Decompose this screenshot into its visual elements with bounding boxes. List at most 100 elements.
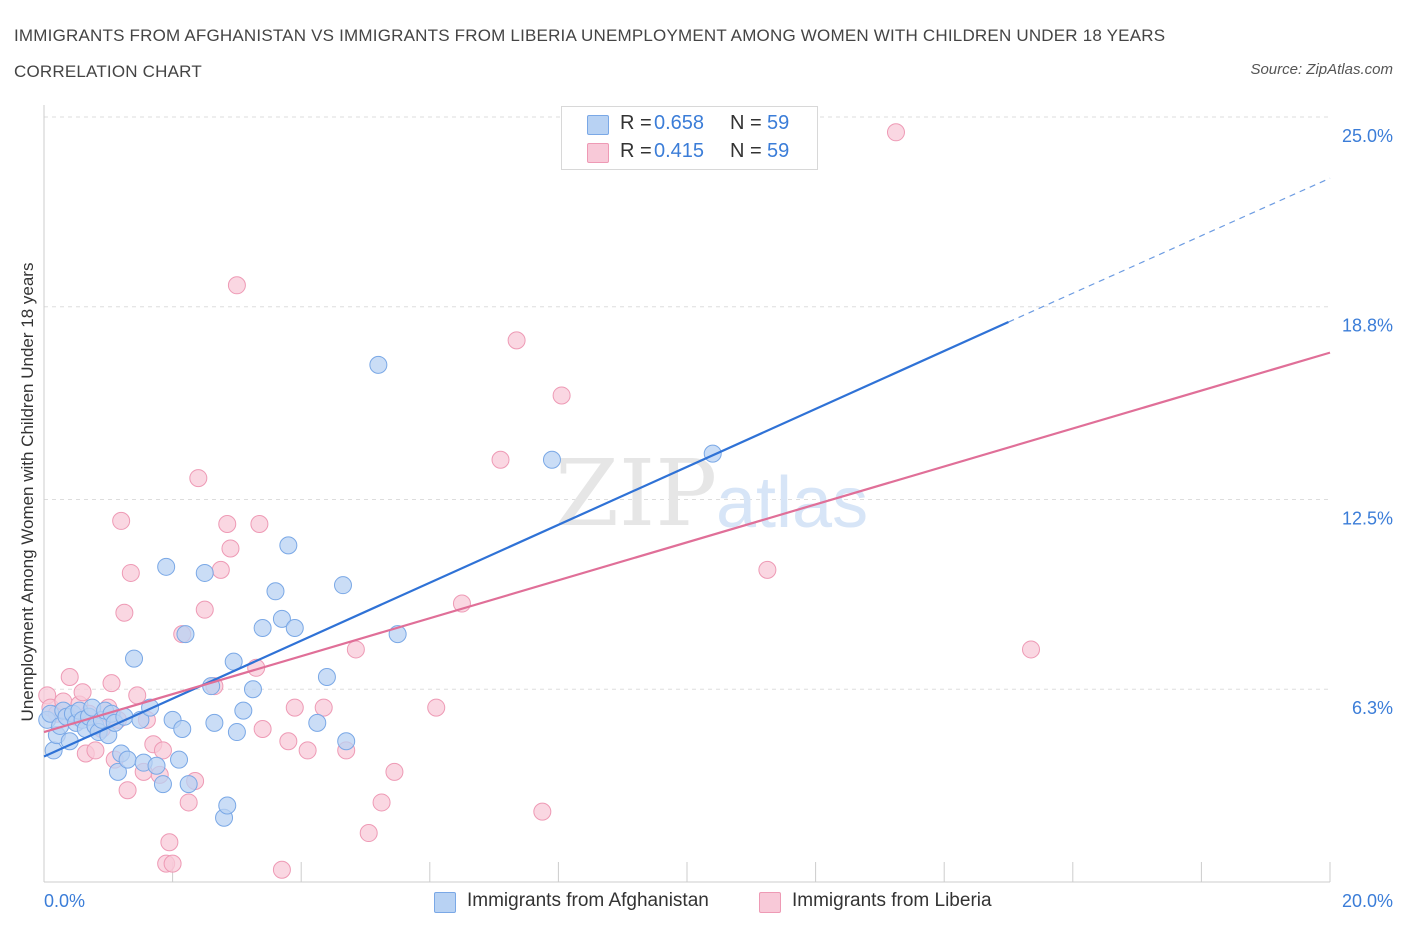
afghanistan-point (179, 775, 198, 794)
x-tick-label: 20.0% (1342, 891, 1393, 911)
axes (43, 105, 1331, 883)
liberia-point (121, 563, 140, 582)
stats-legend: R = 0.658 N = 59 R = 0.415 N = 59 (561, 106, 818, 170)
afghanistan-trend-extension (1008, 177, 1331, 323)
tick-labels: 6.3% 12.5% 18.8% 25.0% 0.0% 20.0% (44, 126, 1393, 911)
liberia-point (285, 698, 304, 717)
liberia-point (73, 683, 92, 702)
liberia-point (128, 686, 147, 705)
liberia-point (221, 539, 240, 558)
liberia-point (533, 802, 552, 821)
legend-swatch-afghanistan (434, 892, 456, 913)
afghanistan-point (170, 750, 189, 769)
liberia-point (758, 560, 777, 579)
afghanistan-point (308, 713, 327, 732)
chart-title: IMMIGRANTS FROM AFGHANISTAN VS IMMIGRANT… (14, 26, 1166, 81)
liberia-point (163, 854, 182, 873)
afghanistan-point (157, 557, 176, 576)
r-value: 0.415 (654, 140, 705, 162)
legend-swatch-afghanistan (587, 115, 609, 135)
afghanistan-point (205, 713, 224, 732)
legend-label-liberia: Immigrants from Liberia (792, 890, 992, 911)
liberia-point (112, 511, 131, 530)
afghanistan-point (218, 796, 237, 815)
afghanistan-point (147, 756, 166, 775)
r-value: 0.658 (654, 112, 705, 134)
x-tick-label: 0.0% (44, 891, 85, 911)
afghanistan-point (253, 619, 272, 638)
watermark-zip: ZIP (555, 440, 717, 547)
liberia-point (160, 833, 179, 852)
afghanistan-point (542, 450, 561, 469)
grid-lines (44, 116, 1330, 690)
series-legend: Immigrants from Afghanistan Immigrants f… (0, 888, 1406, 918)
afghanistan-point (234, 701, 253, 720)
legend-label-afghanistan: Immigrants from Afghanistan (467, 890, 709, 911)
liberia-point (189, 469, 208, 488)
liberia-point (102, 674, 121, 693)
afghanistan-point (118, 750, 137, 769)
liberia-point (298, 741, 317, 760)
liberia-point (272, 860, 291, 879)
afghanistan-point (227, 723, 246, 742)
afghanistan-point (279, 536, 298, 555)
afghanistan-point (272, 609, 291, 628)
afghanistan-point (153, 775, 172, 794)
afghanistan-point (125, 649, 144, 668)
liberia-point (346, 640, 365, 659)
liberia-point (118, 781, 137, 800)
liberia-point (279, 732, 298, 751)
liberia-trend-line (43, 351, 1331, 734)
trend-lines (43, 177, 1331, 758)
liberia-point (253, 720, 272, 738)
y-tick-label: 18.8% (1342, 316, 1393, 336)
legend-swatch-liberia (759, 892, 781, 913)
afghanistan-point (243, 680, 262, 699)
liberia-points (38, 123, 1041, 879)
liberia-point (153, 741, 172, 760)
afghanistan-point (333, 576, 352, 595)
legend-row-afghanistan: R = 0.658 N = 59 (562, 110, 817, 138)
liberia-point (427, 698, 446, 717)
liberia-point (385, 762, 404, 781)
liberia-point (211, 560, 230, 579)
afghanistan-point (108, 762, 127, 781)
legend-swatch-liberia (587, 143, 609, 163)
watermark-atlas: atlas (716, 463, 868, 543)
r-label: R = (620, 140, 652, 162)
afghanistan-point (285, 619, 304, 638)
afghanistan-point (317, 667, 336, 686)
liberia-point (491, 450, 510, 469)
liberia-point (218, 514, 237, 533)
y-tick-label: 25.0% (1342, 126, 1393, 146)
y-axis-label: Unemployment Among Women with Children U… (18, 263, 37, 722)
liberia-point (86, 741, 105, 760)
watermark: ZIP atlas (555, 440, 868, 547)
afghanistan-points (38, 355, 722, 827)
liberia-point (552, 386, 571, 405)
n-value: 59 (767, 140, 790, 162)
n-label: N = (730, 112, 762, 134)
legend-row-liberia: R = 0.415 N = 59 (562, 138, 817, 166)
liberia-point (195, 600, 214, 619)
afghanistan-point (173, 720, 192, 738)
liberia-point (886, 123, 905, 142)
liberia-point (314, 698, 333, 717)
n-value: 59 (767, 112, 790, 134)
afghanistan-point (337, 732, 356, 751)
liberia-point (372, 793, 391, 812)
y-tick-label: 6.3% (1352, 698, 1393, 718)
afghanistan-point (266, 582, 285, 601)
afghanistan-point (176, 625, 195, 644)
r-label: R = (620, 112, 652, 134)
n-label: N = (730, 140, 762, 162)
liberia-point (115, 603, 134, 622)
liberia-point (179, 793, 198, 812)
source-label: Source: ZipAtlas.com (1250, 61, 1393, 78)
afghanistan-point (369, 355, 388, 374)
y-tick-label: 12.5% (1342, 509, 1393, 529)
afghanistan-point (195, 563, 214, 582)
liberia-point (60, 667, 79, 686)
liberia-point (227, 276, 246, 295)
